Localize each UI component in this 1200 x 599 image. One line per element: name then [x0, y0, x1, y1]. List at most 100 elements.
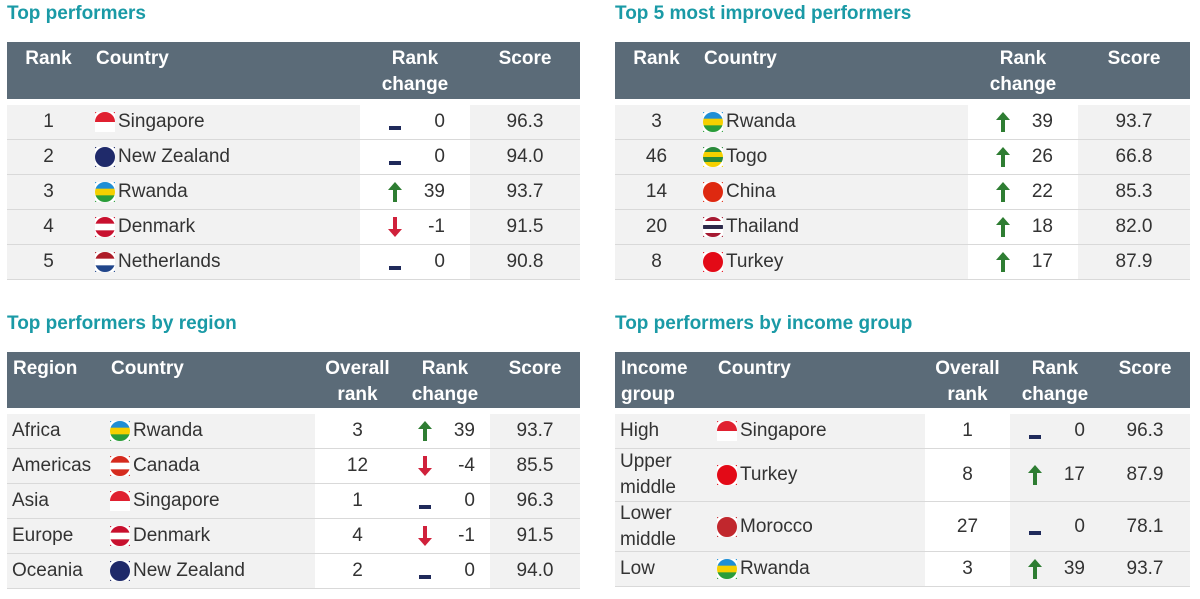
rank-change-icon	[996, 252, 1010, 272]
column-header: Rank change	[400, 352, 490, 408]
table-cell: Rwanda	[105, 414, 315, 448]
column-header: Country	[105, 352, 315, 408]
row-line	[7, 518, 580, 519]
cell-text: Asia	[12, 490, 49, 511]
rank-change: 0	[464, 560, 475, 581]
rank-change: 0	[1074, 515, 1085, 537]
cell-text: 46	[645, 146, 668, 167]
table-cell: Rwanda	[712, 552, 925, 586]
rank-change-icon	[1029, 530, 1041, 535]
row-line	[615, 209, 1190, 210]
table-cell: 46	[615, 140, 698, 174]
cell-text: 3	[43, 181, 54, 202]
cell-text: 12	[346, 455, 369, 476]
table-cell: Low	[615, 552, 712, 586]
cell-text: 4	[352, 525, 363, 546]
row-line	[615, 501, 1190, 502]
row-line	[7, 448, 580, 449]
column-header: Country	[698, 42, 968, 99]
column-header: Overall rank	[925, 352, 1010, 408]
table-cell: Singapore	[105, 484, 315, 518]
cell-text: 96.3	[506, 111, 544, 132]
row-line	[615, 174, 1190, 175]
rank-change: 0	[464, 490, 475, 511]
column-header: Income group	[615, 352, 712, 408]
cell-text: 1	[962, 420, 973, 441]
flag	[95, 112, 115, 132]
flag	[717, 421, 737, 441]
flag	[95, 182, 115, 202]
table-cell: 22	[968, 175, 1078, 209]
table-cell: 93.7	[470, 175, 580, 209]
table-cell: 1	[7, 105, 90, 139]
column-header: Rank	[615, 42, 698, 99]
cell-text: 5	[43, 251, 54, 272]
table-cell: Turkey	[712, 449, 925, 501]
cell-text: 20	[645, 216, 668, 237]
cell-text: Americas	[12, 455, 92, 476]
flag	[703, 217, 723, 237]
row-line	[615, 279, 1190, 280]
rank-change-icon	[389, 266, 401, 270]
country-name: Canada	[133, 455, 200, 476]
country-name: Denmark	[118, 216, 196, 237]
table-cell: Singapore	[712, 414, 925, 448]
cell-text: 3	[651, 111, 662, 132]
table-cell: 39	[400, 414, 490, 448]
table-cell: 93.7	[490, 414, 580, 448]
country-name: China	[726, 181, 776, 202]
row-line	[7, 279, 580, 280]
table-cell: China	[698, 175, 968, 209]
table-cell: Oceania	[7, 554, 105, 588]
table-cell: 66.8	[1078, 140, 1190, 174]
cell-text: High	[620, 420, 660, 441]
rank-change-icon	[1028, 559, 1042, 579]
table-cell: 87.9	[1100, 449, 1190, 501]
table-cell: 0	[360, 140, 470, 174]
table-cell: 2	[7, 140, 90, 174]
rank-change-icon	[418, 421, 432, 441]
table-cell: 85.5	[490, 449, 580, 483]
rank-change: 39	[423, 181, 445, 202]
table-cell: -1	[400, 519, 490, 553]
cell-text: 27	[956, 515, 979, 537]
country-name: Singapore	[740, 420, 827, 441]
cell-text: 3	[352, 420, 363, 441]
table-title: Top 5 most improved performers	[615, 3, 912, 24]
table-cell: 17	[1010, 449, 1100, 501]
table-cell: 96.3	[490, 484, 580, 518]
table-cell: 3	[615, 105, 698, 139]
cell-text: 14	[645, 181, 668, 202]
table-cell: -1	[360, 210, 470, 244]
cell-text: 82.0	[1115, 216, 1153, 237]
cell-text: 93.7	[1126, 558, 1164, 579]
table-cell: 0	[400, 554, 490, 588]
column-header: Overall rank	[315, 352, 400, 408]
table-cell: 2	[315, 554, 400, 588]
table-cell: Rwanda	[90, 175, 360, 209]
table-cell: 8	[615, 245, 698, 279]
rank-change-icon	[389, 161, 401, 165]
cell-text: Low	[620, 558, 655, 579]
cell-text: 1	[352, 490, 363, 511]
rank-change-icon	[996, 147, 1010, 167]
cell-text: 78.1	[1126, 515, 1164, 537]
table-cell: 93.7	[1100, 552, 1190, 586]
cell-text: 87.9	[1126, 464, 1164, 485]
rank-change-icon	[418, 456, 432, 476]
table-cell: Americas	[7, 449, 105, 483]
table-cell: Morocco	[712, 502, 925, 551]
cell-text: 96.3	[1126, 420, 1164, 441]
table-title: Top performers by income group	[615, 313, 913, 334]
cell-text: 1	[43, 111, 54, 132]
flag	[717, 516, 737, 537]
rank-change: -4	[458, 455, 475, 476]
flag	[717, 559, 737, 579]
table-cell: 0	[360, 245, 470, 279]
country-name: Rwanda	[726, 111, 796, 132]
table-cell: Canada	[105, 449, 315, 483]
rank-change: 22	[1031, 181, 1053, 202]
rank-change-icon	[388, 217, 402, 237]
cell-text: 8	[962, 464, 973, 485]
table-cell: New Zealand	[105, 554, 315, 588]
